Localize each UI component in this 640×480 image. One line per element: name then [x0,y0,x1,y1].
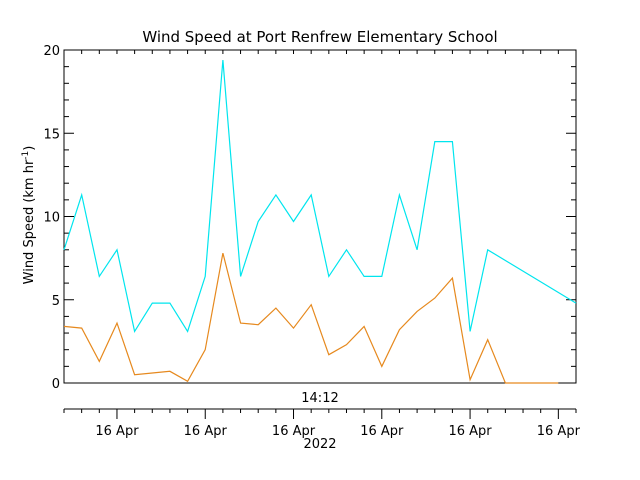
y-axis-label: Wind Speed (km hr-1) [21,146,37,285]
y-tick-label: 5 [52,294,60,309]
y-axis-label-main: Wind Speed (km hr [22,159,37,284]
date-tick-label: 16 Apr [272,424,316,439]
y-axis-label-close: ) [22,146,37,151]
time-label: 14:12 [301,391,338,406]
date-tick-label: 16 Apr [360,424,404,439]
date-tick-label: 16 Apr [95,424,139,439]
y-axis-label-superscript: -1 [21,151,31,160]
series-line-cyan [63,59,577,333]
y-tick-label: 20 [43,44,60,59]
date-tick-label: 16 Apr [537,424,581,439]
y-tick-label: 0 [52,377,60,392]
series-line-orange [63,252,559,384]
y-tick-label: 15 [43,127,60,142]
chart-title: Wind Speed at Port Renfrew Elementary Sc… [142,28,497,46]
plot-frame [63,49,577,384]
date-tick-label: 16 Apr [448,424,492,439]
year-label: 2022 [303,437,336,452]
y-tick-label: 10 [43,211,60,226]
date-tick-label: 16 Apr [184,424,228,439]
